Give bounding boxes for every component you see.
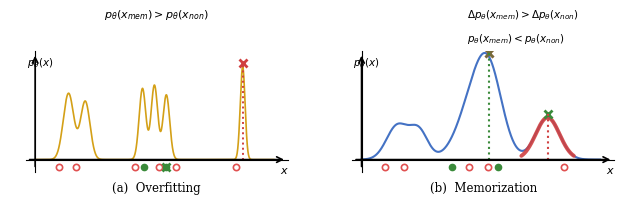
Text: $x$: $x$ xyxy=(606,166,615,176)
Text: $p_{\theta}(x_{mem}) < p_{\theta}(x_{non})$: $p_{\theta}(x_{mem}) < p_{\theta}(x_{non… xyxy=(467,32,565,46)
Text: $p_{\theta}(x)$: $p_{\theta}(x)$ xyxy=(27,56,54,70)
Text: (b)  Memorization: (b) Memorization xyxy=(429,182,537,195)
Text: $p_{\theta}(x_{mem}) > p_{\theta}(x_{non})$: $p_{\theta}(x_{mem}) > p_{\theta}(x_{non… xyxy=(104,8,209,22)
Text: (a)  Overfitting: (a) Overfitting xyxy=(113,182,201,195)
Text: $p_{\theta}(x)$: $p_{\theta}(x)$ xyxy=(353,56,380,70)
Text: $\Delta p_{\theta}(x_{mem}) > \Delta p_{\theta}(x_{non})$: $\Delta p_{\theta}(x_{mem}) > \Delta p_{… xyxy=(467,8,579,22)
Text: $x$: $x$ xyxy=(280,166,289,176)
